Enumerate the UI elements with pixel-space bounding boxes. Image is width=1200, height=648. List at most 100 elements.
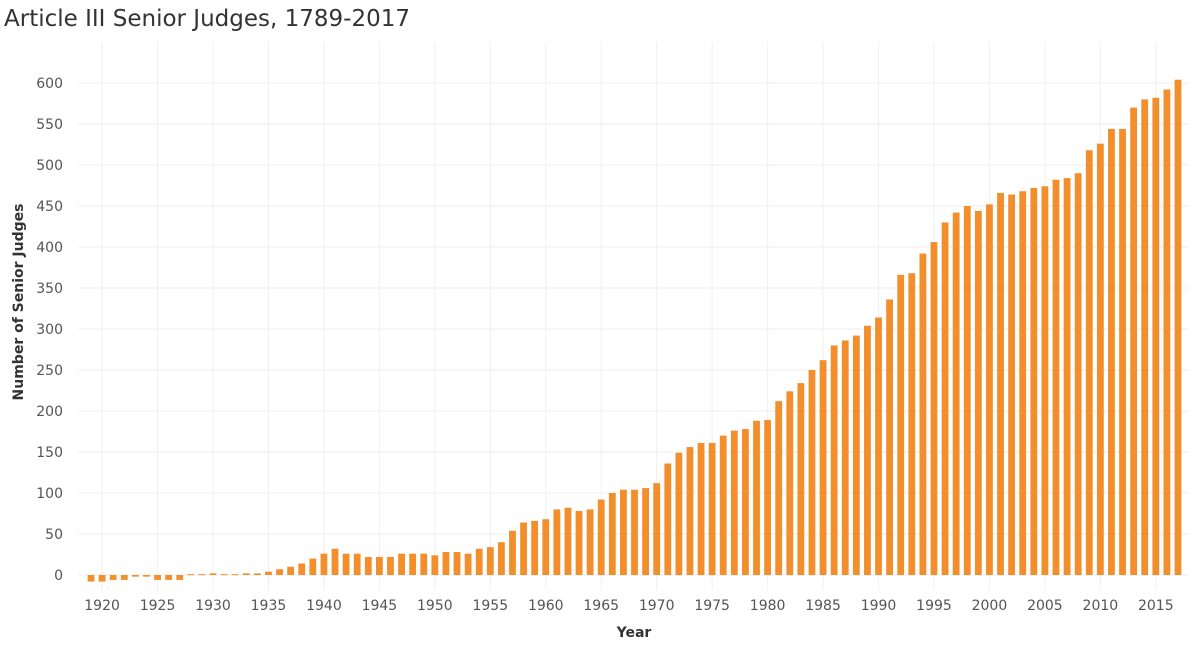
bar-1952 — [453, 552, 461, 575]
bar-2012 — [1119, 128, 1126, 576]
bar-1974 — [697, 442, 705, 575]
bar-2015 — [1152, 97, 1160, 575]
bar-1925 — [154, 575, 161, 580]
bar-1978 — [742, 429, 749, 575]
bar-1948 — [409, 553, 417, 575]
bar-1959 — [531, 520, 539, 575]
bar-2017 — [1174, 79, 1182, 575]
bar-1941 — [331, 548, 339, 575]
bar-2003 — [1019, 191, 1027, 576]
bar-2010 — [1096, 143, 1104, 575]
bar-1991 — [886, 299, 894, 575]
x-tick-label: 1925 — [140, 598, 176, 614]
bar-1957 — [509, 530, 516, 575]
bar-1954 — [475, 548, 483, 575]
bar-1988 — [852, 335, 860, 575]
bar-1950 — [431, 555, 439, 575]
bar-1970 — [653, 483, 661, 575]
x-tick-label: 1955 — [472, 598, 508, 614]
bar-1942 — [342, 553, 350, 575]
y-tick-label: 50 — [45, 527, 63, 543]
bar-2007 — [1063, 178, 1071, 575]
x-tick-label: 1975 — [694, 598, 730, 614]
bar-1930 — [209, 573, 217, 575]
x-axis-title: Year — [616, 625, 652, 641]
y-tick-label: 250 — [36, 363, 63, 379]
bar-1945 — [375, 556, 383, 575]
bar-2008 — [1074, 173, 1082, 575]
bar-1986 — [830, 345, 838, 575]
bar-1973 — [686, 447, 694, 575]
bar-2011 — [1108, 128, 1115, 576]
bar-1966 — [608, 493, 616, 575]
bar-1955 — [486, 547, 494, 575]
bar-1934 — [253, 573, 261, 575]
bar-1921 — [109, 575, 117, 580]
bar-1933 — [242, 573, 250, 575]
bar-2013 — [1130, 107, 1138, 575]
bar-1983 — [797, 383, 805, 575]
bar-1979 — [753, 420, 760, 575]
bar-1981 — [775, 401, 783, 575]
bar-2016 — [1163, 89, 1171, 575]
bar-1947 — [398, 553, 405, 575]
y-axis-title: Number of Senior Judges — [11, 204, 27, 401]
x-tick-label: 2015 — [1138, 598, 1174, 614]
bar-2006 — [1052, 179, 1060, 575]
bar-1924 — [143, 575, 150, 577]
bar-1975 — [708, 442, 716, 575]
bar-1997 — [952, 212, 960, 575]
bar-2005 — [1041, 186, 1049, 575]
y-tick-label: 100 — [36, 486, 63, 502]
bar-1953 — [464, 553, 472, 575]
bar-1984 — [808, 370, 816, 575]
bar-1971 — [664, 463, 672, 575]
bar-1928 — [187, 574, 195, 576]
x-axis-ticks: 1920 1925 1930 1935 1940 1945 1950 1955 1960 1965… — [84, 598, 1173, 614]
bar-2000 — [986, 204, 993, 576]
bar-1956 — [498, 542, 505, 575]
bar-1938 — [298, 563, 306, 575]
bar-2004 — [1030, 187, 1038, 575]
bar-1992 — [897, 274, 905, 575]
bar-1944 — [364, 556, 372, 575]
bar-1980 — [764, 420, 771, 575]
bar-1922 — [120, 575, 128, 580]
bar-1920 — [98, 575, 106, 582]
bar-1999 — [974, 210, 982, 576]
bar-1982 — [786, 391, 794, 575]
bar-1969 — [642, 488, 649, 575]
bar-1939 — [309, 558, 317, 575]
x-tick-label: 1990 — [861, 598, 897, 614]
bar-1967 — [620, 489, 627, 575]
bar-1977 — [730, 430, 738, 575]
bar-1985 — [819, 360, 827, 575]
bar-2009 — [1085, 150, 1093, 576]
bar-1943 — [353, 553, 361, 575]
bar-2014 — [1141, 99, 1149, 576]
bar-1931 — [220, 574, 228, 576]
bar-1989 — [864, 325, 871, 575]
bar-1929 — [198, 574, 206, 576]
bar-1940 — [320, 553, 328, 575]
bar-1987 — [841, 340, 849, 575]
bar-1960 — [542, 519, 550, 575]
bar-1958 — [520, 522, 527, 575]
bar-1935 — [265, 571, 272, 575]
bar-1998 — [963, 206, 971, 575]
bar-1964 — [586, 509, 594, 575]
bar-1926 — [165, 575, 173, 580]
x-tick-label: 2000 — [972, 598, 1008, 614]
bar-1965 — [597, 499, 605, 575]
bar-1937 — [287, 566, 295, 575]
chart-title: Article III Senior Judges, 1789-2017 — [4, 6, 410, 32]
y-tick-label: 300 — [36, 322, 63, 338]
bar-1932 — [231, 574, 239, 576]
bar-1949 — [420, 553, 428, 575]
x-tick-label: 1960 — [528, 598, 564, 614]
bar-1919 — [87, 575, 95, 582]
x-tick-label: 1945 — [362, 598, 398, 614]
x-tick-label: 1995 — [916, 598, 952, 614]
y-tick-label: 600 — [36, 76, 63, 92]
